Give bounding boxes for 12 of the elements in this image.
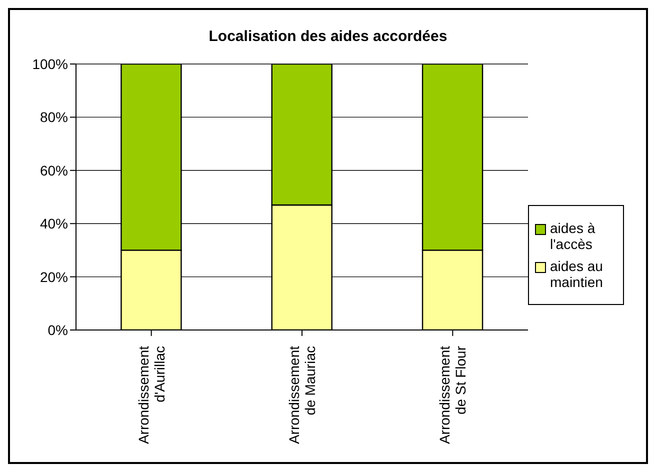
x-tick-label: Arrondissement de Mauriac bbox=[286, 346, 318, 444]
y-tick-label: 100% bbox=[32, 56, 68, 72]
y-tick-label: 20% bbox=[40, 268, 68, 285]
y-tick-label: 80% bbox=[40, 109, 68, 126]
legend-label: aides à l'accès bbox=[550, 220, 596, 252]
x-tick-label: Arrondissement d'Aurillac bbox=[135, 346, 168, 444]
x-tick-label: Arrondissement de St Flour bbox=[436, 346, 469, 444]
chart-title: Localisation des aides accordées bbox=[208, 28, 448, 47]
legend-label: aides au maintien bbox=[550, 258, 604, 290]
y-tick-label: 0% bbox=[48, 322, 68, 338]
y-tick-label: 60% bbox=[40, 162, 68, 178]
y-tick-label: 40% bbox=[40, 216, 68, 232]
